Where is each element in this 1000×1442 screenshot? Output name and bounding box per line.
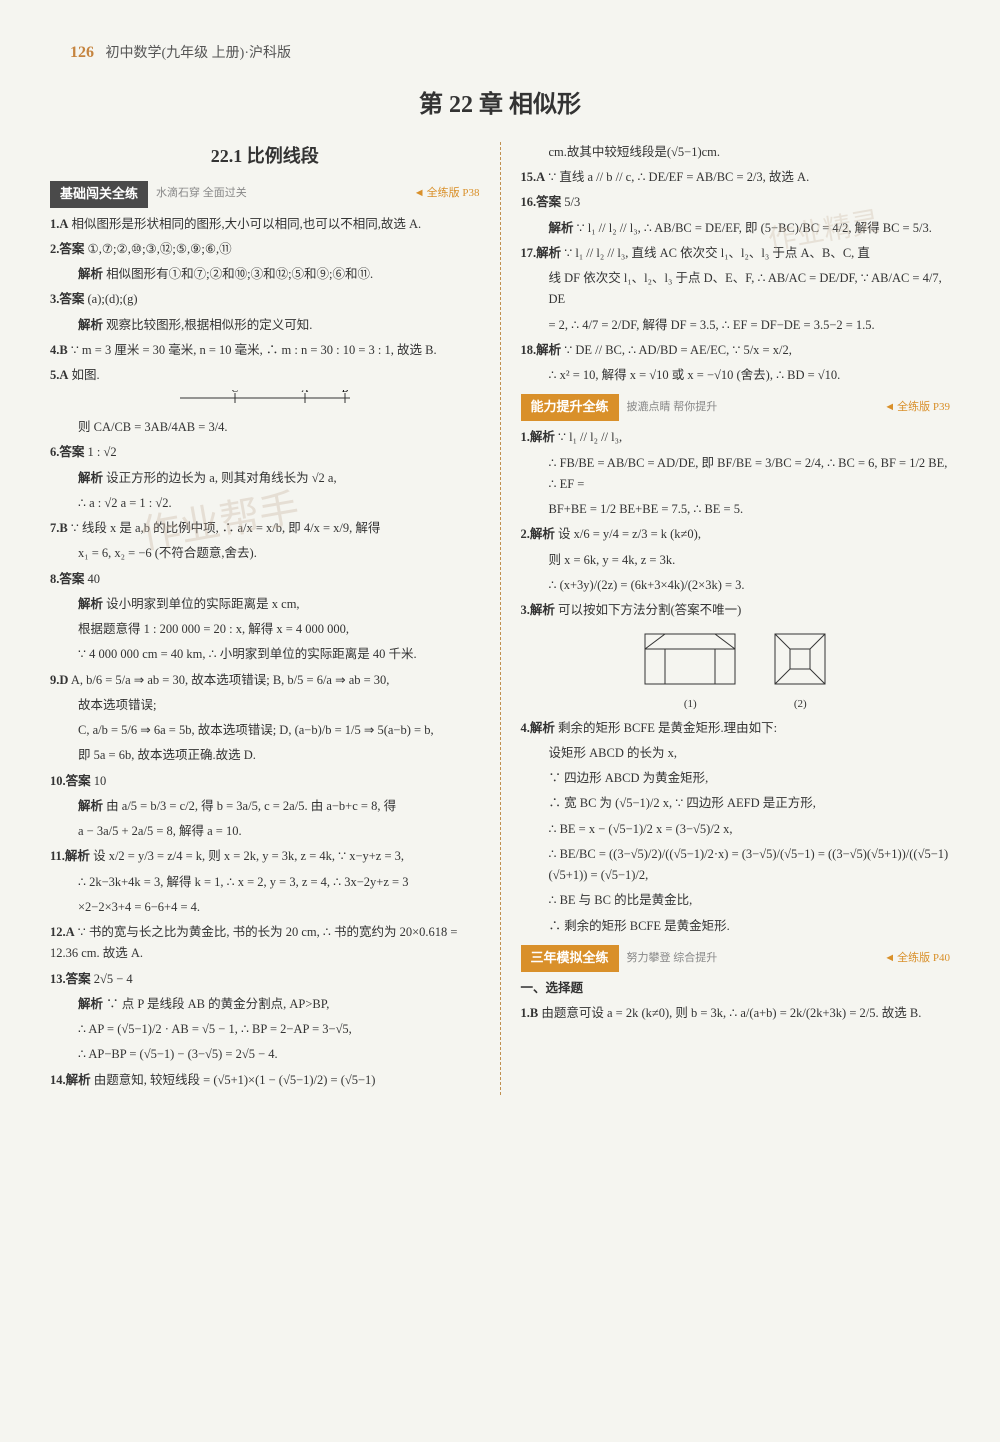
q3b-diagrams: (1) (2) xyxy=(521,625,951,717)
q8-l2: 根据题意得 1 : 200 000 = 20 : x, 解得 x = 4 000… xyxy=(50,619,480,640)
q4b-l4: ∴ 宽 BC 为 (√5−1)/2 x, ∵ 四边形 AEFD 是正方形, xyxy=(521,793,951,814)
flag-icon: ◄ xyxy=(884,952,895,964)
q4b-l6: ∴ BE/BC = ((3−√5)/2)/((√5−1)/2·x) = (3−√… xyxy=(521,844,951,887)
q4b-l7: ∴ BE 与 BC 的比是黄金比, xyxy=(521,890,951,911)
section-bar-mock: 三年模拟全练 努力攀登 综合提升 ◄全练版 P40 xyxy=(521,945,951,972)
q4: 4.B ∵ m = 3 厘米 = 30 毫米, n = 10 毫米, ∴ m :… xyxy=(50,340,480,361)
q10-l2: a − 3a/5 + 2a/5 = 8, 解得 a = 10. xyxy=(50,821,480,842)
diagram-1: (1) xyxy=(640,629,740,713)
q10: 10.答案 10 xyxy=(50,771,480,792)
q1b-l2: ∴ FB/BE = AB/BC = AD/DE, 即 BF/BE = 3/BC … xyxy=(521,453,951,496)
q1: 1.A 相似图形是形状相同的图形,大小可以相同,也可以不相同,故选 A. xyxy=(50,214,480,235)
diagram-2: (2) xyxy=(770,629,830,713)
bar-sub: 努力攀登 综合提升 xyxy=(627,950,718,968)
q12: 12.A ∵ 书的宽与长之比为黄金比, 书的长为 20 cm, ∴ 书的宽约为 … xyxy=(50,922,480,965)
svg-text:A: A xyxy=(301,390,309,395)
q8-analysis-label: 解析 设小明家到单位的实际距离是 x cm, xyxy=(50,594,480,615)
q2b-l2: 则 x = 6k, y = 4k, z = 3k. xyxy=(521,550,951,571)
q14: 14.解析 由题意知, 较短线段 = (√5+1)×(1 − (√5−1)/2)… xyxy=(50,1070,480,1091)
q7-cont: x₁ = 6, x₂ = −6 (不符合题意,舍去). xyxy=(50,543,480,564)
chapter-title: 第 22 章 相似形 xyxy=(50,86,950,124)
q15: 15.A ∵ 直线 a // b // c, ∴ DE/EF = AB/BC =… xyxy=(521,167,951,188)
q2b: 2.解析 设 x/6 = y/4 = z/3 = k (k≠0), xyxy=(521,524,951,545)
q13-analysis: 解析 ∵ 点 P 是线段 AB 的黄金分割点, AP>BP, xyxy=(50,994,480,1015)
q9-l3: C, a/b = 5/6 ⇒ 6a = 5b, 故本选项错误; D, (a−b)… xyxy=(50,720,480,741)
bar-sub: 水滴石穿 全面过关 xyxy=(156,185,247,203)
bar-box: 基础闯关全练 xyxy=(50,181,148,208)
flag-icon: ◄ xyxy=(884,401,895,413)
section3-heading: 一、选择题 xyxy=(521,978,951,999)
q16-analysis: 解析 ∵ l₁ // l₂ // l₃, ∴ AB/BC = DE/EF, 即 … xyxy=(521,218,951,239)
q1b: 1.解析 ∵ l₁ // l₂ // l₃, xyxy=(521,427,951,448)
section-bar-basic: 基础闯关全练 水滴石穿 全面过关 ◄全练版 P38 xyxy=(50,181,480,208)
q9-l4: 即 5a = 6b, 故本选项正确.故选 D. xyxy=(50,745,480,766)
right-column: cm.故其中较短线段是(√5−1)cm. 15.A ∵ 直线 a // b //… xyxy=(511,142,951,1095)
q5-diagram: C A B xyxy=(50,390,480,413)
q4b-l8: ∴ 剩余的矩形 BCFE 是黄金矩形. xyxy=(521,916,951,937)
bar-tag: ◄全练版 P39 xyxy=(884,399,950,417)
q16: 16.答案 5/3 xyxy=(521,192,951,213)
q1c: 1.B 由题意可设 a = 2k (k≠0), 则 b = 3k, ∴ a/(a… xyxy=(521,1003,951,1024)
q17: 17.解析 ∵ l₁ // l₂ // l₃, 直线 AC 依次交 l₁、l₂、… xyxy=(521,243,951,264)
q8-l3: ∵ 4 000 000 cm = 40 km, ∴ 小明家到单位的实际距离是 4… xyxy=(50,644,480,665)
section-title: 22.1 比例线段 xyxy=(50,142,480,171)
section-bar-advance: 能力提升全练 披漉点睛 帮你提升 ◄全练版 P39 xyxy=(521,394,951,421)
q2b-l3: ∴ (x+3y)/(2z) = (6k+3×4k)/(2×3k) = 3. xyxy=(521,575,951,596)
q7: 7.B ∵ 线段 x 是 a,b 的比例中项, ∴ a/x = x/b, 即 4… xyxy=(50,518,480,539)
q11: 11.解析 设 x/2 = y/3 = z/4 = k, 则 x = 2k, y… xyxy=(50,846,480,867)
q4b-l5: ∴ BE = x − (√5−1)/2 x = (3−√5)/2 x, xyxy=(521,819,951,840)
q18: 18.解析 ∵ DE // BC, ∴ AD/BD = AE/EC, ∵ 5/x… xyxy=(521,340,951,361)
q11-l3: ×2−2×3+4 = 6−6+4 = 4. xyxy=(50,897,480,918)
q4b: 4.解析 剩余的矩形 BCFE 是黄金矩形.理由如下: xyxy=(521,718,951,739)
q2-analysis: 解析 相似图形有①和⑦;②和⑩;③和⑫;⑤和⑨;⑥和⑪. xyxy=(50,264,480,285)
q2: 2.答案 ①,⑦;②,⑩;③,⑫;⑤,⑨;⑥,⑪ xyxy=(50,239,480,260)
flag-icon: ◄ xyxy=(414,187,425,199)
q5-eq: 则 CA/CB = 3AB/4AB = 3/4. xyxy=(50,417,480,438)
q13-l3: ∴ AP−BP = (√5−1) − (3−√5) = 2√5 − 4. xyxy=(50,1044,480,1065)
svg-text:B: B xyxy=(342,390,348,395)
q10-analysis: 解析 由 a/5 = b/3 = c/2, 得 b = 3a/5, c = 2a… xyxy=(50,796,480,817)
book-title: 初中数学(九年级 上册)·沪科版 xyxy=(106,46,292,61)
bar-box: 三年模拟全练 xyxy=(521,945,619,972)
bar-sub: 披漉点睛 帮你提升 xyxy=(627,399,718,417)
q13-l2: ∴ AP = (√5−1)/2 · AB = √5 − 1, ∴ BP = 2−… xyxy=(50,1019,480,1040)
page-number: 126 xyxy=(70,44,94,61)
bar-tag: ◄全练版 P38 xyxy=(414,185,480,203)
q1b-l3: BF+BE = 1/2 BE+BE = 7.5, ∴ BE = 5. xyxy=(521,499,951,520)
q3: 3.答案 (a);(d);(g) xyxy=(50,289,480,310)
q9: 9.D A, b/6 = 5/a ⇒ ab = 30, 故本选项错误; B, b… xyxy=(50,670,480,691)
left-column: 22.1 比例线段 基础闯关全练 水滴石穿 全面过关 ◄全练版 P38 1.A … xyxy=(50,142,490,1095)
q18-l2: ∴ x² = 10, 解得 x = √10 或 x = −√10 (舍去), ∴… xyxy=(521,365,951,386)
q6-eq: ∴ a : √2 a = 1 : √2. xyxy=(50,493,480,514)
bar-box: 能力提升全练 xyxy=(521,394,619,421)
svg-text:C: C xyxy=(231,390,238,395)
q11-l2: ∴ 2k−3k+4k = 3, 解得 k = 1, ∴ x = 2, y = 3… xyxy=(50,872,480,893)
q13: 13.答案 2√5 − 4 xyxy=(50,969,480,990)
q5: 5.A 如图. xyxy=(50,365,480,386)
q6: 6.答案 1 : √2 xyxy=(50,442,480,463)
q8: 8.答案 40 xyxy=(50,569,480,590)
q17-l2: 线 DF 依次交 l₁、l₂、l₃ 于点 D、E、F, ∴ AB/AC = DE… xyxy=(521,268,951,311)
column-divider xyxy=(500,142,501,1095)
top-tail: cm.故其中较短线段是(√5−1)cm. xyxy=(521,142,951,163)
line-diagram: C A B xyxy=(175,390,355,406)
q4b-l3: ∵ 四边形 ABCD 为黄金矩形, xyxy=(521,768,951,789)
page-header: 126 初中数学(九年级 上册)·沪科版 xyxy=(50,40,950,66)
q3b: 3.解析 可以按如下方法分割(答案不唯一) xyxy=(521,600,951,621)
bar-tag: ◄全练版 P40 xyxy=(884,950,950,968)
q3-analysis: 解析 观察比较图形,根据相似形的定义可知. xyxy=(50,315,480,336)
q9-l2: 故本选项错误; xyxy=(50,695,480,716)
q17-l3: = 2, ∴ 4/7 = 2/DF, 解得 DF = 3.5, ∴ EF = D… xyxy=(521,315,951,336)
q6-analysis: 解析 设正方形的边长为 a, 则其对角线长为 √2 a, xyxy=(50,468,480,489)
q4b-l2: 设矩形 ABCD 的长为 x, xyxy=(521,743,951,764)
